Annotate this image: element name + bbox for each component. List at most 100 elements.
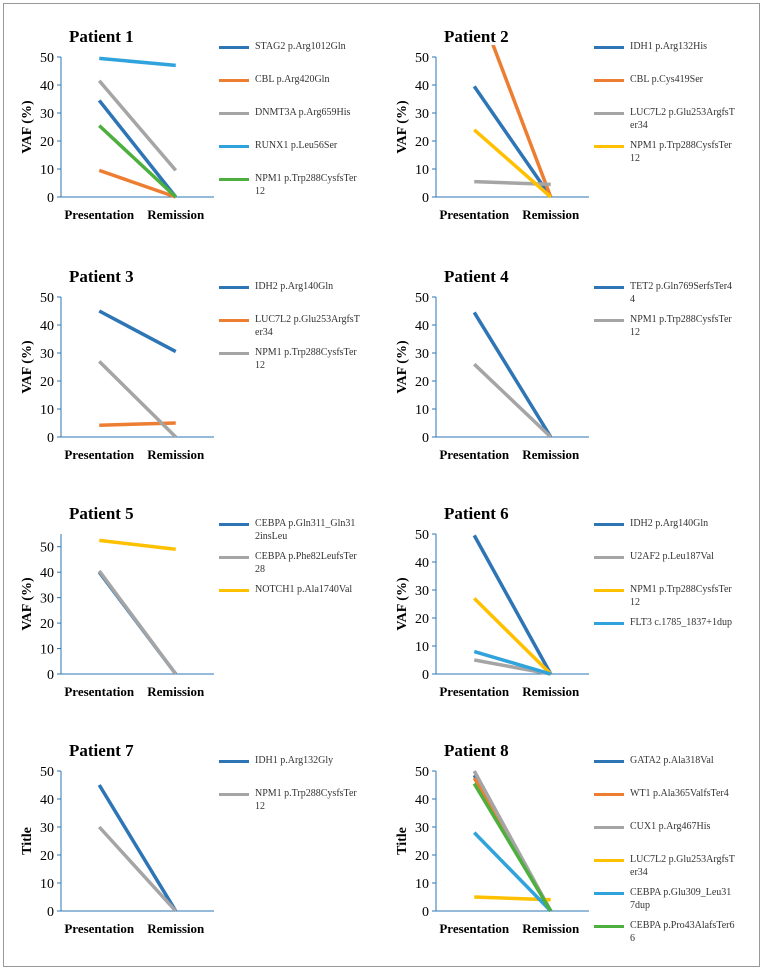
legend-label: NPM1 p.Trp288CysfsTer12 (255, 788, 357, 812)
y-tick-label: 40 (40, 566, 54, 581)
series-line (98, 360, 177, 439)
legend-entry: CUX1 p.Arg467His (594, 820, 744, 833)
legend-swatch (594, 46, 624, 49)
x-tick-label: Presentation (64, 684, 135, 699)
legend-label: CEBPA p.Gln311_Gln312insLeu (255, 518, 356, 542)
y-axis-label: Title (395, 827, 410, 855)
chart-title: Patient 3 (69, 267, 134, 286)
legend-entry: TET2 p.Gln769SerfsTer44 (594, 280, 744, 306)
legend-swatch (594, 589, 624, 592)
legend-entry: CEBPA p.Gln311_Gln312insLeu (219, 517, 369, 543)
y-tick-label: 30 (40, 592, 54, 607)
series-line (473, 649, 552, 676)
y-tick-label: 10 (415, 163, 429, 178)
series-line (99, 56, 176, 68)
legend-entry: NPM1 p.Trp288CysfsTer12 (219, 346, 369, 372)
chart-panel: Patient 7 0 10 20 30 40 50 Presentation Remissio… (9, 726, 381, 964)
legend-entry: NPM1 p.Trp288CysfsTer12 (219, 787, 369, 813)
lines (97, 784, 178, 913)
chart-panel: Patient 1 0 10 20 30 40 50 Presentation Remissio… (9, 12, 381, 250)
chart-title: Patient 2 (444, 27, 509, 46)
legend-entry: NPM1 p.Trp288CysfsTer12 (594, 313, 744, 339)
chart-title: Patient 6 (444, 504, 509, 523)
chart-panel: Patient 6 0 10 20 30 40 50 Presentation Remissio… (384, 489, 756, 727)
chart: Patient 7 0 10 20 30 40 50 Presentation Remissio… (20, 741, 214, 936)
legend-label: WT1 p.Ala365ValfsTer4 (630, 788, 729, 799)
y-tick-label: 20 (40, 617, 54, 632)
legend-swatch (219, 319, 249, 322)
y-tick-label: 10 (415, 877, 429, 892)
legend-swatch (594, 760, 624, 763)
y-tick-label: 0 (422, 431, 429, 446)
series-line (97, 784, 178, 912)
legend-entry: IDH1 p.Arg132His (594, 40, 744, 53)
y-tick-label: 30 (415, 584, 429, 599)
y-tick-label: 40 (415, 556, 429, 571)
y-tick-label: 30 (40, 821, 54, 836)
legend-label: IDH1 p.Arg132Gly (255, 755, 334, 766)
legend-label: NOTCH1 p.Ala1740Val (255, 584, 353, 595)
legend-label: IDH2 p.Arg140Gln (630, 518, 709, 529)
chart-title: Patient 1 (69, 27, 134, 46)
legend-label: LUC7L2 p.Glu253ArgfsTer34 (630, 107, 735, 131)
y-tick-label: 50 (40, 765, 54, 780)
legend-label: NPM1 p.Trp288CysfsTer12 (630, 584, 732, 608)
x-tick-label: Presentation (439, 684, 510, 699)
y-axis-label: VAF (%) (395, 577, 410, 631)
legend-entry: CEBPA p.Glu309_Leu317dup (594, 886, 744, 912)
chart-panel: Patient 3 0 10 20 30 40 50 Presentation Remissio… (9, 252, 381, 490)
chart: Patient 4 0 10 20 30 40 50 Presentation Remissio… (395, 267, 589, 462)
legend-swatch (594, 826, 624, 829)
series-line (98, 309, 177, 354)
y-tick-label: 50 (40, 51, 54, 66)
y-tick-label: 10 (40, 877, 54, 892)
legend-entry: GATA2 p.Ala318Val (594, 754, 744, 767)
chart-panel: Patient 5 0 10 20 30 40 50 Presentation Remissio… (9, 489, 381, 727)
series-line (97, 79, 178, 172)
legend-label: GATA2 p.Ala318Val (630, 755, 714, 766)
series-line (473, 128, 552, 199)
legend-entry: NPM1 p.Trp288CysfsTer12 (594, 139, 744, 165)
legend-label: NPM1 p.Trp288CysfsTer12 (630, 314, 732, 338)
chart-title: Patient 8 (444, 741, 509, 760)
x-tick-label: Remission (522, 921, 580, 936)
chart-panel: Patient 2 0 10 20 30 40 50 Presentation Remissio… (384, 12, 756, 250)
series-line (472, 782, 553, 912)
chart: Patient 1 0 10 20 30 40 50 Presentation Remissio… (20, 27, 214, 222)
legend-label: CEBPA p.Glu309_Leu317dup (630, 887, 732, 911)
legend-swatch (219, 178, 249, 181)
legend-label: NPM1 p.Trp288CysfsTer12 (255, 347, 357, 371)
series-line (97, 825, 178, 913)
y-tick-label: 0 (47, 905, 54, 920)
legend-label: IDH1 p.Arg132His (630, 41, 708, 52)
y-tick-label: 40 (415, 793, 429, 808)
x-tick-label: Presentation (439, 921, 510, 936)
x-tick-label: Remission (522, 447, 580, 462)
y-tick-label: 50 (40, 291, 54, 306)
x-tick-label: Presentation (64, 207, 135, 222)
y-tick-label: 40 (415, 319, 429, 334)
legend-entry: U2AF2 p.Leu187Val (594, 550, 744, 563)
legend-entry: WT1 p.Ala365ValfsTer4 (594, 787, 744, 800)
legend-entry: NPM1 p.Trp288CysfsTer12 (219, 172, 369, 198)
y-tick-label: 10 (40, 643, 54, 658)
legend-swatch (594, 79, 624, 82)
y-axis-label: VAF (%) (20, 100, 35, 154)
legend-entry: LUC7L2 p.Glu253ArgfsTer34 (594, 106, 744, 132)
lines (97, 538, 178, 676)
x-tick-label: Presentation (64, 921, 135, 936)
legend-swatch (219, 46, 249, 49)
legend-entry: CBL p.Cys419Ser (594, 73, 744, 86)
y-tick-label: 50 (40, 541, 54, 556)
y-axis-label: Title (20, 827, 35, 855)
x-tick-label: Remission (147, 921, 205, 936)
legend-entry: LUC7L2 p.Glu253ArgfsTer34 (594, 853, 744, 879)
legend-swatch (594, 892, 624, 895)
legend-swatch (594, 556, 624, 559)
legend-label: TET2 p.Gln769SerfsTer44 (630, 281, 733, 305)
y-tick-label: 30 (415, 821, 429, 836)
legend-label: CBL p.Arg420Gln (255, 74, 330, 85)
legend-label: CUX1 p.Arg467His (630, 821, 711, 832)
legend-swatch (219, 145, 249, 148)
y-tick-label: 20 (40, 849, 54, 864)
